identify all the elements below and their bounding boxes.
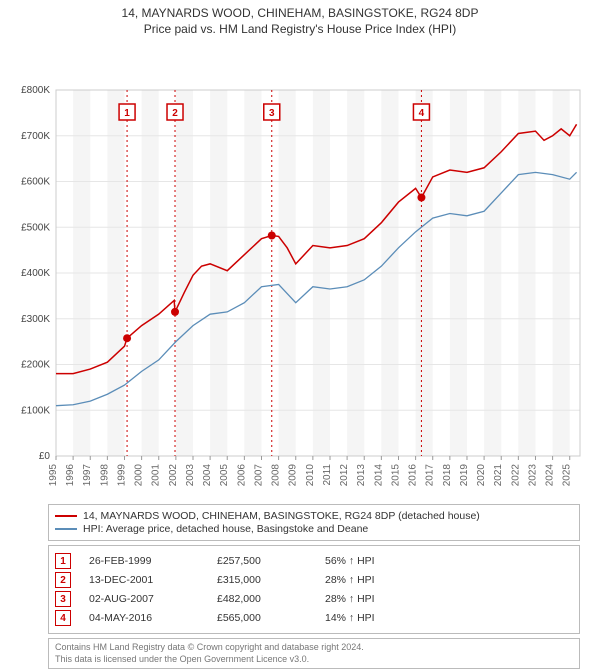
y-tick-label: £400K [21,268,50,279]
sale-marker-num: 1 [124,108,130,119]
sale-row: 2 13-DEC-2001 £315,000 28% ↑ HPI [55,572,573,588]
footer-attribution: Contains HM Land Registry data © Crown c… [48,638,580,669]
sale-marker-icon: 1 [55,553,71,569]
chart-svg: £0 £100K £200K £300K £400K £500K £600K £700K £80… [0,40,600,498]
legend-swatch [55,515,77,517]
sale-date: 04-MAY-2016 [89,612,199,624]
sale-date: 26-FEB-1999 [89,555,199,567]
x-tick-label: 2024 [545,464,556,487]
x-tick-label: 2010 [305,464,316,487]
x-tick-label: 2001 [151,464,162,487]
x-tick-label: 2005 [219,464,230,487]
x-tick-label: 2012 [339,464,350,487]
x-tick-label: 2003 [185,464,196,487]
x-tick-label: 2002 [168,464,179,487]
sale-marker-icon: 4 [55,610,71,626]
sale-row: 4 04-MAY-2016 £565,000 14% ↑ HPI [55,610,573,626]
legend-label: 14, MAYNARDS WOOD, CHINEHAM, BASINGSTOKE… [83,510,480,522]
y-tick-label: £100K [21,405,50,416]
sale-row: 3 02-AUG-2007 £482,000 28% ↑ HPI [55,591,573,607]
sale-dot [417,194,425,202]
x-tick-label: 2025 [562,464,573,487]
x-tick-label: 2023 [527,464,538,487]
x-tick-label: 1998 [99,464,110,487]
x-tick-label: 2015 [390,464,401,487]
title-address: 14, MAYNARDS WOOD, CHINEHAM, BASINGSTOKE… [0,6,600,20]
footer-line1: Contains HM Land Registry data © Crown c… [55,642,573,654]
x-tick-label: 2018 [442,464,453,487]
sale-dot [123,334,131,342]
y-tick-label: £800K [21,85,50,96]
sale-pct: 14% ↑ HPI [325,612,375,624]
sale-marker-num: 4 [419,108,425,119]
x-tick-label: 2013 [356,464,367,487]
x-tick-label: 2007 [253,464,264,487]
x-tick-label: 2000 [134,464,145,487]
sale-marker-icon: 2 [55,572,71,588]
sale-pct: 28% ↑ HPI [325,593,375,605]
y-tick-label: £200K [21,360,50,371]
x-tick-label: 1995 [48,464,59,487]
sale-price: £482,000 [217,593,307,605]
legend-label: HPI: Average price, detached house, Basi… [83,523,368,535]
legend-row: 14, MAYNARDS WOOD, CHINEHAM, BASINGSTOKE… [55,510,573,522]
sale-pct: 28% ↑ HPI [325,574,375,586]
sale-pct: 56% ↑ HPI [325,555,375,567]
sale-marker-num: 3 [269,108,275,119]
sale-price: £257,500 [217,555,307,567]
sale-dot [268,231,276,239]
x-tick-label: 2020 [476,464,487,487]
legend-row: HPI: Average price, detached house, Basi… [55,523,573,535]
x-tick-label: 2011 [322,464,333,486]
y-tick-label: £600K [21,177,50,188]
footer-line2: This data is licensed under the Open Gov… [55,654,573,666]
sale-price: £315,000 [217,574,307,586]
x-tick-label: 2009 [288,464,299,487]
x-tick-label: 1997 [82,464,93,487]
y-tick-label: £0 [39,451,51,462]
x-tick-label: 2004 [202,464,213,487]
x-tick-label: 2022 [510,464,521,487]
price-chart: £0 £100K £200K £300K £400K £500K £600K £700K £80… [0,40,600,498]
x-tick-label: 1996 [65,464,76,487]
legend-swatch [55,528,77,530]
x-tick-label: 2014 [373,464,384,487]
sale-marker-num: 2 [172,108,178,119]
y-tick-label: £300K [21,314,50,325]
sale-row: 1 26-FEB-1999 £257,500 56% ↑ HPI [55,553,573,569]
x-tick-label: 2008 [271,464,282,487]
legend-box: 14, MAYNARDS WOOD, CHINEHAM, BASINGSTOKE… [48,504,580,541]
y-tick-label: £500K [21,222,50,233]
x-tick-label: 2021 [493,464,504,487]
sale-date: 02-AUG-2007 [89,593,199,605]
sale-price: £565,000 [217,612,307,624]
x-tick-label: 2017 [425,464,436,487]
sales-table: 1 26-FEB-1999 £257,500 56% ↑ HPI 2 13-DEC-200… [48,545,580,634]
sale-date: 13-DEC-2001 [89,574,199,586]
y-tick-label: £700K [21,131,50,142]
title-subtitle: Price paid vs. HM Land Registry's House … [0,22,600,36]
x-tick-label: 2016 [408,464,419,487]
sale-dot [171,308,179,316]
x-tick-label: 2019 [459,464,470,487]
x-tick-label: 2006 [236,464,247,487]
x-tick-label: 1999 [116,464,127,487]
sale-marker-icon: 3 [55,591,71,607]
